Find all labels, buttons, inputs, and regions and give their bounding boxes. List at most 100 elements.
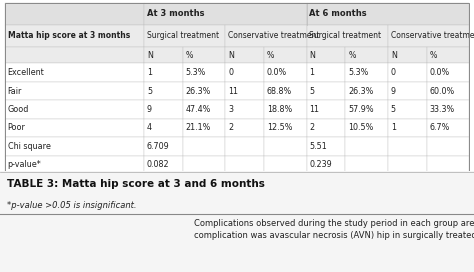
Text: Surgical treatment: Surgical treatment: [147, 31, 219, 40]
Bar: [307, 63, 346, 82]
Text: 0: 0: [228, 68, 233, 77]
Bar: [5, 156, 144, 174]
Text: 0.082: 0.082: [147, 160, 170, 169]
Bar: [5, 2, 144, 24]
Text: 1: 1: [391, 123, 396, 132]
Text: 5: 5: [147, 86, 152, 95]
Text: 21.1%: 21.1%: [185, 123, 211, 132]
Text: %: %: [185, 51, 193, 60]
Text: 2: 2: [228, 123, 233, 132]
Text: 12.5%: 12.5%: [267, 123, 292, 132]
Text: 0.0%: 0.0%: [267, 68, 287, 77]
Text: Poor: Poor: [8, 123, 26, 132]
Bar: [144, 137, 182, 156]
Bar: [427, 47, 469, 63]
Bar: [346, 47, 388, 63]
Text: 11: 11: [310, 105, 319, 114]
Bar: [144, 24, 225, 47]
Bar: [388, 156, 427, 174]
Text: Conservative treatment: Conservative treatment: [391, 31, 474, 40]
Text: 11: 11: [228, 86, 238, 95]
Bar: [427, 119, 469, 137]
Text: N: N: [391, 51, 397, 60]
Text: At 6 months: At 6 months: [310, 9, 367, 18]
Text: 6.709: 6.709: [147, 142, 170, 151]
Text: N: N: [147, 51, 153, 60]
Bar: [427, 63, 469, 82]
Bar: [225, 63, 264, 82]
Bar: [346, 119, 388, 137]
Text: 57.9%: 57.9%: [348, 105, 374, 114]
Text: 5.3%: 5.3%: [185, 68, 206, 77]
Bar: [144, 2, 307, 24]
Bar: [144, 156, 182, 174]
Bar: [307, 2, 469, 24]
Bar: [5, 63, 144, 82]
Bar: [182, 82, 225, 100]
Bar: [427, 100, 469, 119]
Text: p-value*: p-value*: [8, 160, 41, 169]
Bar: [5, 82, 144, 100]
Bar: [225, 100, 264, 119]
Bar: [307, 24, 388, 47]
Bar: [307, 82, 346, 100]
Text: 10.5%: 10.5%: [348, 123, 374, 132]
Text: 2: 2: [310, 123, 315, 132]
Bar: [225, 82, 264, 100]
Text: At 3 months: At 3 months: [147, 9, 204, 18]
Bar: [388, 100, 427, 119]
Text: Complications observed during the study period in each group are tabulated in Ta: Complications observed during the study …: [194, 219, 474, 240]
Bar: [307, 137, 346, 156]
Text: 9: 9: [391, 86, 396, 95]
Bar: [182, 156, 225, 174]
Text: 18.8%: 18.8%: [267, 105, 292, 114]
Text: *p-value >0.05 is insignificant.: *p-value >0.05 is insignificant.: [7, 201, 137, 210]
Text: TABLE 3: Matta hip score at 3 and 6 months: TABLE 3: Matta hip score at 3 and 6 mont…: [7, 179, 265, 189]
Text: 5.3%: 5.3%: [348, 68, 368, 77]
Text: Good: Good: [8, 105, 29, 114]
Bar: [225, 137, 264, 156]
Text: Surgical treatment: Surgical treatment: [310, 31, 382, 40]
Bar: [388, 47, 427, 63]
Text: %: %: [267, 51, 274, 60]
Bar: [388, 63, 427, 82]
Bar: [264, 119, 307, 137]
Bar: [225, 24, 307, 47]
Text: Fair: Fair: [8, 86, 22, 95]
Text: N: N: [228, 51, 234, 60]
Bar: [427, 82, 469, 100]
Bar: [264, 100, 307, 119]
Text: 33.3%: 33.3%: [429, 105, 455, 114]
Text: 4: 4: [147, 123, 152, 132]
Bar: [388, 24, 469, 47]
Text: 0: 0: [391, 68, 396, 77]
Bar: [264, 137, 307, 156]
Text: 47.4%: 47.4%: [185, 105, 211, 114]
Text: 5.51: 5.51: [310, 142, 327, 151]
Text: 1: 1: [147, 68, 152, 77]
Text: Matta hip score at 3 months: Matta hip score at 3 months: [8, 31, 130, 40]
Bar: [346, 137, 388, 156]
Bar: [144, 63, 182, 82]
Text: 26.3%: 26.3%: [185, 86, 211, 95]
Text: 26.3%: 26.3%: [348, 86, 374, 95]
Bar: [5, 137, 144, 156]
Bar: [346, 156, 388, 174]
Bar: [5, 47, 144, 63]
Bar: [182, 119, 225, 137]
Text: 5: 5: [391, 105, 396, 114]
Bar: [182, 47, 225, 63]
Bar: [346, 82, 388, 100]
Bar: [307, 156, 346, 174]
Text: %: %: [429, 51, 437, 60]
Bar: [264, 47, 307, 63]
Bar: [144, 100, 182, 119]
Bar: [182, 63, 225, 82]
Text: 68.8%: 68.8%: [267, 86, 292, 95]
Text: N: N: [310, 51, 315, 60]
Bar: [346, 63, 388, 82]
Text: 9: 9: [147, 105, 152, 114]
Text: 0.0%: 0.0%: [429, 68, 450, 77]
Bar: [5, 100, 144, 119]
Bar: [5, 24, 144, 47]
